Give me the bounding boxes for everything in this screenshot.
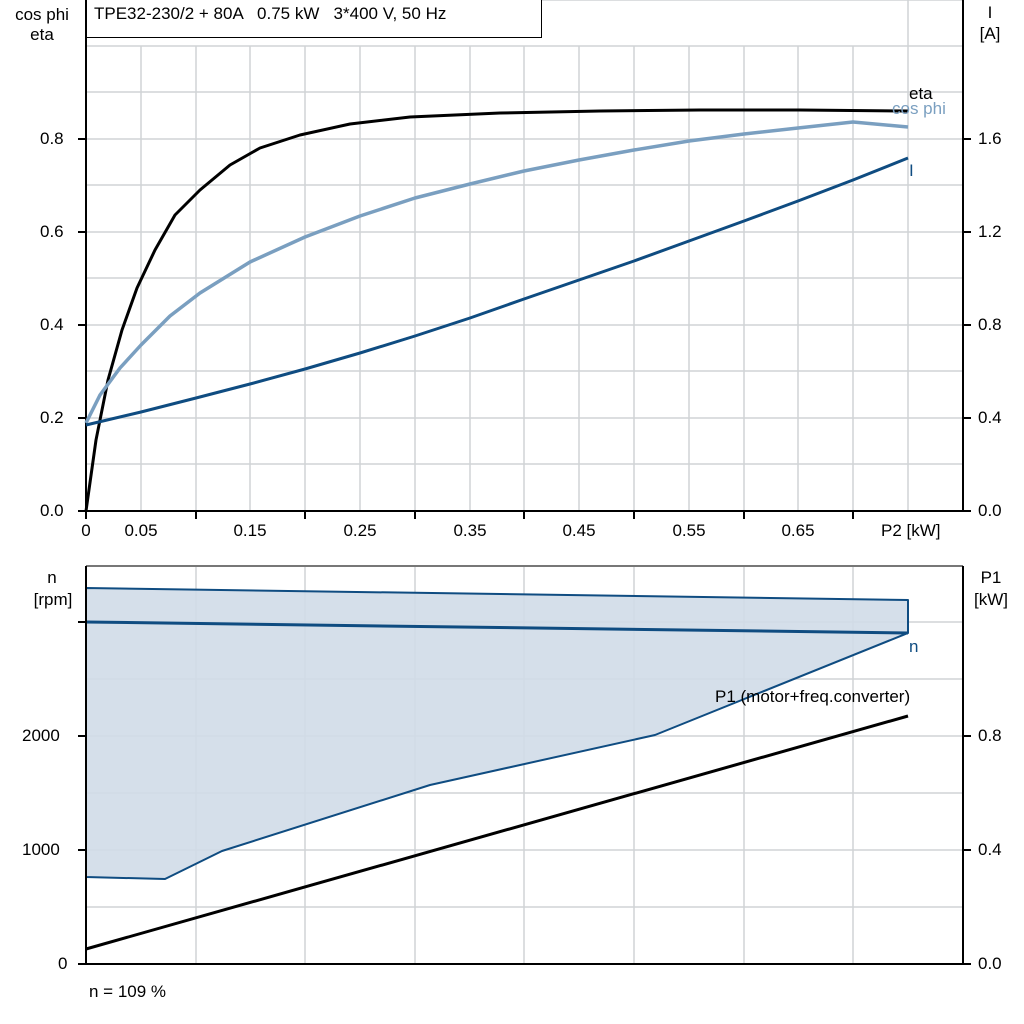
current-curve — [85, 156, 909, 427]
x-tick: 0.15 — [233, 521, 267, 540]
eta-curve — [84, 108, 909, 512]
right-axis-label-p1: P1 — [980, 568, 1002, 587]
right-tick: 1.2 — [978, 222, 1002, 241]
speed-range-area — [85, 587, 909, 880]
x-tick: 0.25 — [343, 521, 377, 540]
speed-footnote: n = 109 % — [89, 982, 167, 1001]
p1-line — [85, 714, 909, 951]
right-axis-label-i: I — [987, 3, 993, 22]
x-axis-label: P2 [kW] — [881, 521, 941, 540]
right-axis-label-kw: [kW] — [974, 590, 1008, 609]
left-tick: 0.4 — [40, 315, 64, 334]
p1-curve-label: P1 (motor+freq.converter) — [715, 687, 911, 706]
right-tick: 0.8 — [978, 315, 1002, 334]
x-tick: 0 — [81, 521, 91, 540]
left-tick: 2000 — [22, 726, 60, 745]
left-axis-label-rpm: [rpm] — [33, 590, 73, 609]
left-tick: 0.8 — [40, 129, 64, 148]
x-tick: 0.55 — [672, 521, 706, 540]
left-tick: 0.2 — [40, 408, 64, 427]
cosphi-curve-label: cos phi — [892, 99, 946, 118]
left-tick: 0 — [58, 954, 68, 973]
eta-curve-label: eta — [909, 84, 933, 103]
x-tick: 0.05 — [124, 521, 158, 540]
left-tick: 1000 — [22, 840, 60, 859]
left-axis-label-n: n — [47, 568, 57, 587]
left-axis-label-eta: eta — [30, 25, 54, 44]
rated-speed-line — [85, 620, 909, 635]
right-axis-label-unit: [A] — [979, 24, 1001, 43]
right-tick: 0.8 — [978, 726, 1002, 745]
left-tick: 0.0 — [40, 501, 64, 520]
x-tick: 0.35 — [453, 521, 487, 540]
cosphi-curve — [84, 120, 909, 424]
left-tick: 0.6 — [40, 222, 64, 241]
left-axis-label-cosphi: cos phi — [15, 5, 69, 24]
right-tick: 1.6 — [978, 129, 1002, 148]
upper-grid — [86, 0, 963, 511]
right-tick: 0.4 — [978, 840, 1002, 859]
current-curve-label: I — [909, 161, 914, 180]
right-tick: 0.0 — [978, 501, 1002, 520]
lower-axes — [78, 566, 971, 965]
x-tick: 0.65 — [781, 521, 815, 540]
upper-axes — [78, 0, 971, 519]
n-curve-label: n — [909, 637, 919, 656]
right-tick: 0.4 — [978, 408, 1002, 427]
right-tick: 0.0 — [978, 954, 1002, 973]
x-tick: 0.45 — [562, 521, 596, 540]
chart-title: TPE32-230/2 + 80A 0.75 kW 3*400 V, 50 Hz — [86, 0, 542, 38]
